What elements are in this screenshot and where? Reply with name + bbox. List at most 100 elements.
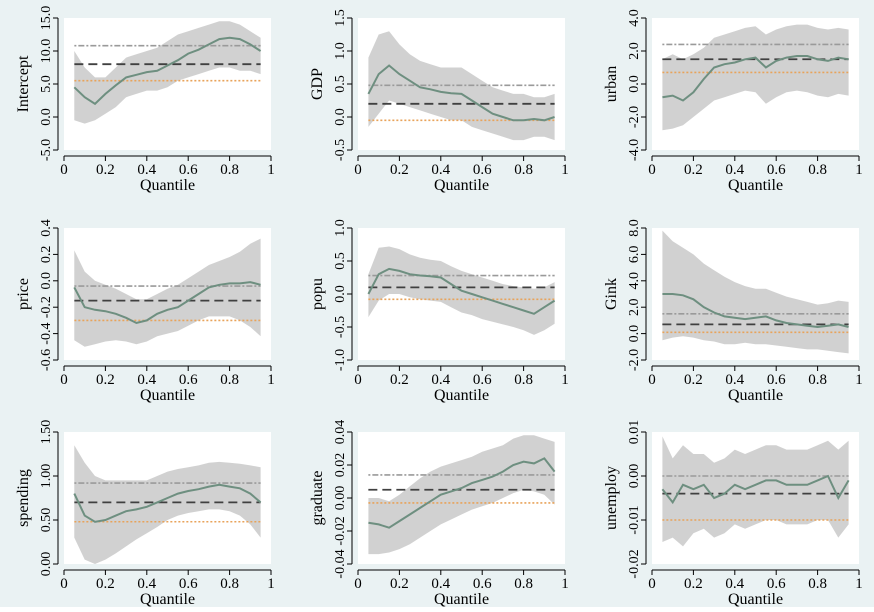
x-tick-label: 0.2	[684, 576, 703, 592]
x-tick-label: 0.2	[684, 372, 703, 388]
y-tick-label: 0.5	[333, 252, 348, 270]
x-tick-label: 0	[648, 576, 656, 592]
y-tick-label: 2.0	[627, 42, 642, 60]
y-tick-label: 0.0	[333, 108, 348, 126]
quantile-estimate-line	[368, 457, 556, 529]
y-tick-label: 4.0	[627, 272, 642, 290]
x-tick-label: 0.6	[473, 576, 492, 592]
y-tick-label: 15.0	[39, 6, 54, 31]
y-axis-title: GDP	[309, 68, 326, 100]
y-tick-label: 10.0	[39, 39, 54, 64]
y-tick-label: -0.5	[333, 139, 348, 161]
y-tick-label: 0.00	[627, 464, 642, 489]
x-tick-label: 0.8	[808, 372, 827, 388]
x-tick-label: 0.2	[96, 576, 115, 592]
x-tick-label: 1	[561, 576, 569, 592]
y-tick-label: 1.50	[39, 420, 54, 445]
quantile-estimate-line	[73, 36, 262, 106]
x-axis-title: Quantile	[728, 177, 783, 194]
x-tick-label: 0.4	[137, 576, 156, 592]
quantile-estimate-line	[73, 483, 262, 523]
confidence-band	[368, 435, 555, 555]
x-axis-title: Quantile	[434, 387, 489, 404]
confidence-band	[662, 436, 849, 547]
y-axis-title: urban	[603, 66, 620, 102]
confidence-band	[662, 230, 849, 354]
x-tick-label: 1	[855, 162, 863, 178]
x-tick-label: 0	[60, 162, 68, 178]
x-tick-label: 0	[648, 372, 656, 388]
x-tick-label: 0.2	[96, 162, 115, 178]
y-tick-label: 0.01	[627, 420, 642, 445]
x-tick-label: 0.2	[390, 576, 409, 592]
x-tick-label: 0.6	[473, 372, 492, 388]
quantile-estimate-line	[367, 64, 555, 122]
x-tick-label: 1	[267, 576, 275, 592]
y-tick-label: -0.4	[39, 323, 54, 345]
y-tick-label: -2.0	[627, 106, 642, 128]
y-tick-label: -1.0	[333, 349, 348, 371]
y-tick-label: -5.0	[39, 139, 54, 161]
x-tick-label: 0	[60, 372, 68, 388]
confidence-band	[662, 24, 849, 131]
y-axis-title: popu	[309, 278, 326, 310]
y-tick-label: 0.00	[333, 486, 348, 511]
x-tick-label: 0.8	[220, 372, 239, 388]
panel-spending: 0 0.2 0.4 0.6 0.8 1 0.00 0.50 1.00 1.50 Quantile sp…	[15, 420, 275, 608]
x-tick-label: 0.6	[179, 372, 198, 388]
x-tick-label: 0.2	[96, 372, 115, 388]
y-tick-label: 5.0	[39, 75, 54, 93]
y-tick-label: 0.0	[39, 108, 54, 126]
x-tick-label: 0.2	[684, 162, 703, 178]
x-tick-label: 0.2	[390, 162, 409, 178]
y-tick-label: 0.0	[39, 272, 54, 290]
x-tick-label: 0	[354, 162, 362, 178]
y-tick-label: 1.0	[333, 219, 348, 237]
y-axis-title: spending	[15, 469, 32, 527]
y-tick-label: 4.0	[627, 9, 642, 27]
x-tick-label: 0.6	[179, 576, 198, 592]
y-tick-label: 0.4	[39, 219, 54, 237]
quantile-estimate-line	[661, 474, 850, 505]
y-axis-title: graduate	[309, 470, 326, 525]
x-tick-label: 0.4	[431, 372, 450, 388]
x-tick-label: 0	[648, 162, 656, 178]
panel-gink: 0 0.2 0.4 0.6 0.8 1 -2.0 0.0 2.0 4.0 6.0 8.0 Quantil…	[603, 219, 863, 404]
y-tick-label: 0.0	[627, 75, 642, 93]
x-tick-label: 0.4	[137, 372, 156, 388]
y-tick-label: -0.01	[627, 505, 642, 534]
panel-gdp: 0 0.2 0.4 0.6 0.8 1 -0.5 0.0 0.5 1.0 1.5 Quantile GD…	[309, 9, 569, 194]
x-tick-label: 0.4	[137, 162, 156, 178]
y-tick-label: 0.00	[39, 552, 54, 577]
y-tick-label: -0.6	[39, 349, 54, 371]
x-tick-label: 0.4	[725, 372, 744, 388]
y-axis-title: price	[15, 278, 32, 310]
y-tick-label: 0.5	[333, 75, 348, 93]
x-tick-label: 0.6	[767, 372, 786, 388]
x-tick-label: 0.4	[725, 162, 744, 178]
panel-popu: 0 0.2 0.4 0.6 0.8 1 -1.0 -0.5 0.0 0.5 1.0 Quantile p…	[309, 219, 569, 404]
x-tick-label: 0	[60, 576, 68, 592]
y-tick-label: 0.04	[333, 420, 348, 445]
x-axis-title: Quantile	[140, 387, 195, 404]
x-tick-label: 0.6	[767, 162, 786, 178]
y-tick-label: 6.0	[627, 246, 642, 264]
y-tick-label: 1.0	[333, 42, 348, 60]
y-tick-label: 1.5	[333, 9, 348, 27]
x-tick-label: 0.6	[473, 162, 492, 178]
quantile-estimate-line	[367, 267, 556, 315]
x-tick-label: 0.6	[179, 162, 198, 178]
quantile-estimate-line	[662, 55, 849, 102]
x-tick-label: 0.4	[431, 576, 450, 592]
x-tick-label: 1	[267, 162, 275, 178]
x-tick-label: 1	[561, 372, 569, 388]
panel-urban: 0 0.2 0.4 0.6 0.8 1 -4.0 -2.0 0.0 2.0 4.0 Quantile u…	[603, 9, 863, 194]
y-tick-label: 2.0	[627, 298, 642, 316]
y-tick-label: -0.02	[627, 549, 642, 578]
x-tick-label: 0.4	[725, 576, 744, 592]
x-axis-title: Quantile	[140, 591, 195, 607]
x-tick-label: 0.8	[514, 162, 533, 178]
y-tick-label: 0.0	[333, 285, 348, 303]
